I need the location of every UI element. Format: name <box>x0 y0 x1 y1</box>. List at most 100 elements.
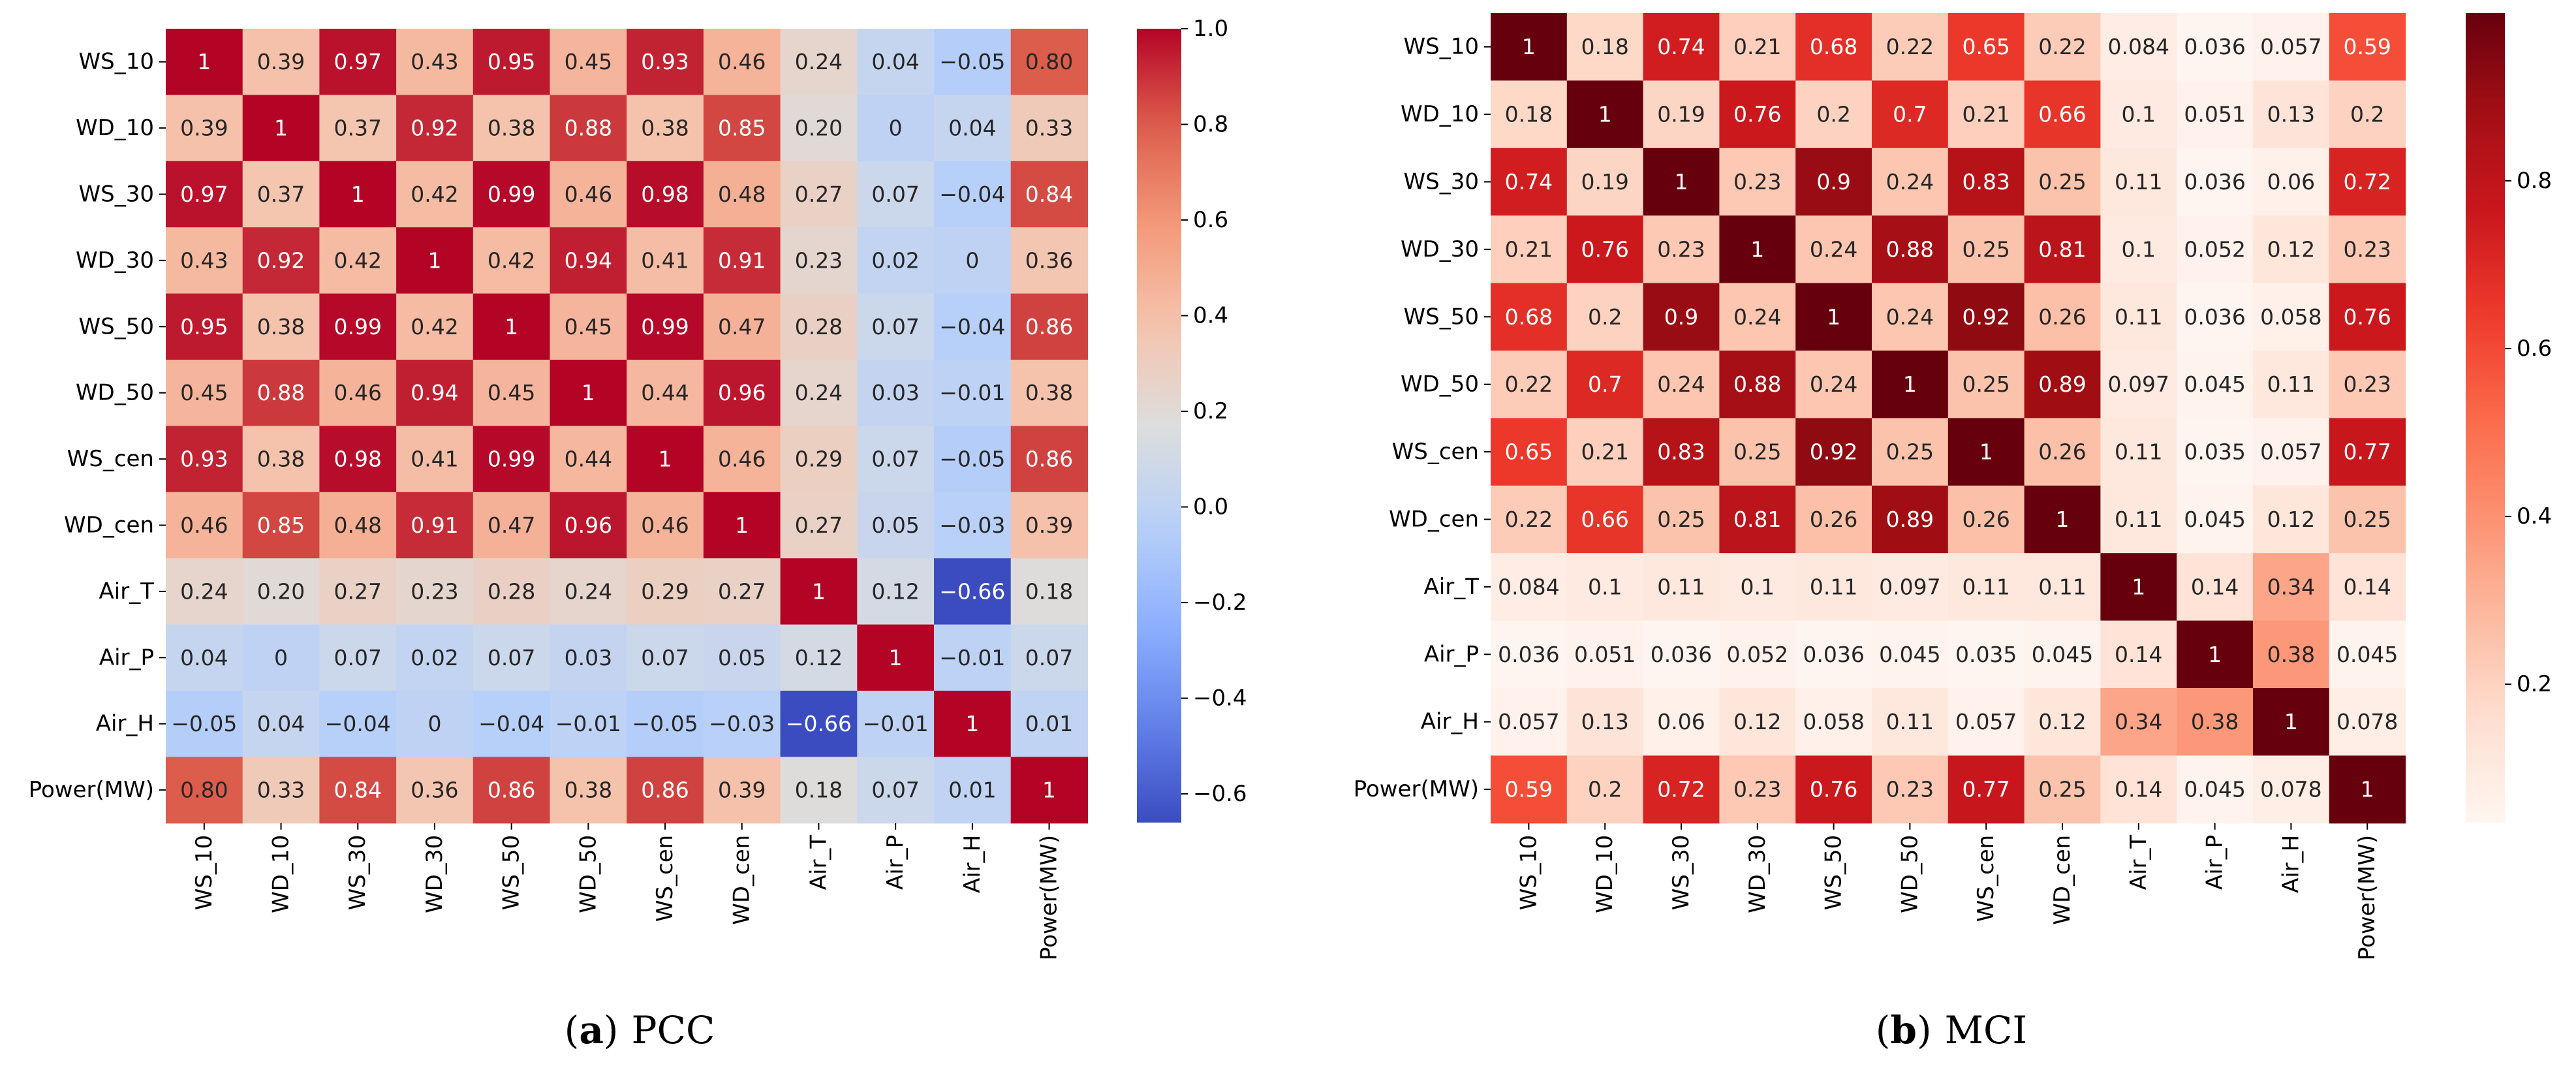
cell-value-label: 0.27 <box>795 512 843 538</box>
heatmap-cell <box>934 757 1012 824</box>
heatmap-cell <box>1719 283 1796 351</box>
cell-value-label: 0.39 <box>1025 512 1073 538</box>
heatmap-cell <box>1643 13 1720 81</box>
cell-value-label: 0.74 <box>1657 34 1705 59</box>
heatmap-cell <box>1948 688 2025 756</box>
heatmap-cell <box>242 492 320 559</box>
heatmap-cell <box>1566 148 1644 216</box>
heatmap-cell <box>2024 13 2101 81</box>
heatmap-cell <box>703 558 781 625</box>
cell-value-label: 0.76 <box>1733 102 1781 127</box>
heatmap-cell <box>703 757 781 824</box>
cell-value-label: 0.01 <box>948 778 996 803</box>
heatmap-cell <box>2329 553 2406 622</box>
cell-value-label: 0.89 <box>1886 507 1934 532</box>
heatmap-cells <box>166 29 1088 824</box>
cell-value-label: 0.97 <box>334 49 382 74</box>
cell-value-label: 0.36 <box>1025 247 1073 273</box>
cell-value-label: 0.24 <box>795 49 843 74</box>
heatmap-cell <box>1795 148 1872 216</box>
heatmap-cell <box>166 227 243 294</box>
cell-value-label: 0.88 <box>257 380 305 405</box>
heatmap-cell <box>1491 620 1568 689</box>
caption-letter: a <box>579 1008 604 1052</box>
cell-value-label: 0.25 <box>2038 169 2086 195</box>
cell-value-label: 0.85 <box>257 512 305 538</box>
cell-value-label: 0.66 <box>1581 507 1628 532</box>
heatmap-cell <box>627 492 704 559</box>
heatmap-cell <box>473 691 551 757</box>
cell-value-label: 0.76 <box>1581 236 1628 262</box>
heatmap-cell <box>473 161 551 228</box>
colorbar-tick-label: 0.6 <box>2517 336 2552 362</box>
y-tick-label: WS_50 <box>1404 304 1479 330</box>
heatmap-cell <box>2329 620 2406 689</box>
cell-value-label: 0.051 <box>1574 642 1636 667</box>
heatmap-cell <box>2177 485 2254 554</box>
caption: (a) PCC <box>565 1008 715 1052</box>
cell-value-label: 0.052 <box>2184 236 2245 262</box>
x-tick-label: Air_P <box>882 835 908 890</box>
cell-value-label: 0.46 <box>180 512 228 538</box>
cell-value-label: −0.01 <box>939 645 1005 670</box>
heatmap-cell <box>2177 755 2254 824</box>
heatmap-cell <box>166 95 243 162</box>
cell-value-label: 0.11 <box>1810 574 1857 599</box>
cell-value-label: 0.41 <box>411 447 458 472</box>
heatmap-cell <box>857 558 935 625</box>
cell-value-label: 1 <box>2208 642 2222 667</box>
cell-value-label: 0.06 <box>1657 709 1705 734</box>
heatmap-cell <box>703 95 781 162</box>
heatmap-cell <box>1948 755 2025 824</box>
cell-value-label: 0.035 <box>1955 642 2017 667</box>
cell-value-label: 0.59 <box>2343 34 2391 59</box>
cell-value-label: 0.81 <box>2038 236 2086 262</box>
cell-value-label: 0.07 <box>871 778 919 803</box>
x-tick-label: WS_cen <box>1973 835 1999 922</box>
heatmap-cell <box>1948 148 2025 216</box>
heatmap-cell <box>1719 485 1796 554</box>
heatmap-cell <box>1566 13 1644 81</box>
heatmap-cell <box>2329 80 2406 149</box>
heatmap-cell <box>319 558 397 625</box>
cell-value-label: −0.01 <box>863 711 929 736</box>
cell-value-label: 0.76 <box>1810 777 1857 802</box>
cell-value-label: 0.38 <box>565 778 612 803</box>
cell-value-label: 0.036 <box>2184 169 2245 195</box>
heatmap-cell <box>2253 418 2330 486</box>
cell-value-label: −0.04 <box>939 181 1005 207</box>
x-tick-label: Air_P <box>2202 835 2228 890</box>
cell-value-label: 0.052 <box>1727 642 1788 667</box>
cell-value-label: 0.33 <box>257 778 305 803</box>
heatmap-cell <box>1872 553 1949 622</box>
cell-value-label: −0.66 <box>939 578 1005 604</box>
cell-value-label: 0.12 <box>2267 236 2315 262</box>
heatmap-cell <box>627 95 704 162</box>
heatmap-cell <box>1566 283 1644 351</box>
caption-letter: b <box>1890 1008 1917 1052</box>
cell-value-label: 1 <box>427 247 441 273</box>
cell-value-label: 0.11 <box>2115 169 2162 195</box>
heatmap-cell <box>2024 283 2101 351</box>
cell-value-label: 0.46 <box>718 49 766 74</box>
heatmap-cell <box>703 624 781 691</box>
cell-value-label: 0.42 <box>411 314 458 339</box>
heatmap-cell <box>1566 688 1644 756</box>
cell-value-label: 0.18 <box>1581 34 1628 59</box>
cell-value-label: 0.99 <box>334 314 382 339</box>
x-tick-label: WS_50 <box>499 835 525 910</box>
cell-value-label: 0.92 <box>1810 439 1857 465</box>
cell-value-label: 0 <box>965 247 979 273</box>
heatmap-cell <box>1872 620 1949 689</box>
heatmap-cell <box>1948 351 2025 418</box>
colorbar-tick-label: 1.0 <box>1193 16 1228 42</box>
cell-value-label: −0.01 <box>939 380 1005 405</box>
y-tick-label: WS_10 <box>1404 34 1479 60</box>
cell-value-label: 0.47 <box>718 314 766 339</box>
cell-value-label: 0.12 <box>795 645 843 670</box>
heatmap-cell <box>1491 80 1568 149</box>
heatmap-cell <box>1719 553 1796 622</box>
cell-value-label: 0.38 <box>1025 380 1073 405</box>
x-tick-label: Air_H <box>2278 835 2304 893</box>
colorbar-tick-label: −0.4 <box>1193 685 1247 712</box>
